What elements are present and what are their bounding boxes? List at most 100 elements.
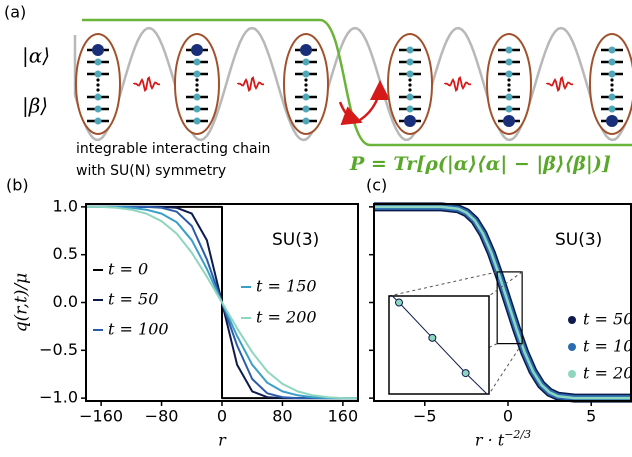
y-tick-label: −1.0 <box>39 388 78 407</box>
x-tick-label: 160 <box>328 407 359 426</box>
legend-label: t = 200 <box>583 364 632 383</box>
legend-label: t = 150 <box>256 277 317 296</box>
ellipsis-dot <box>96 88 100 92</box>
particle <box>406 58 414 66</box>
zoom-box <box>496 271 523 345</box>
arrow <box>359 80 390 122</box>
y-tick-label: 0.0 <box>53 292 78 311</box>
particle <box>94 105 102 113</box>
ellipsis-dot <box>304 83 308 87</box>
particle <box>193 93 201 101</box>
ellipsis-dot <box>610 88 614 92</box>
annotation: SU(3) <box>272 230 319 250</box>
particle <box>505 93 513 101</box>
ellipsis-dot <box>304 88 308 92</box>
legend-label: t = 200 <box>256 308 317 327</box>
particle <box>94 58 102 66</box>
particle <box>608 58 616 66</box>
wavepacket <box>444 76 472 92</box>
legend-label: t = 100 <box>108 320 169 339</box>
x-axis-label: r <box>218 431 227 450</box>
particle <box>193 105 201 113</box>
wavepacket <box>546 76 574 92</box>
chain-label: integrable interacting chain <box>76 141 270 157</box>
legend-label: t = 50 <box>583 310 632 329</box>
ellipsis-dot <box>610 78 614 82</box>
x-tick-label: 80 <box>272 407 292 426</box>
x-tick-label: 5 <box>586 407 596 426</box>
particle <box>505 70 513 78</box>
legend-label: t = 50 <box>108 290 158 309</box>
ellipsis-dot <box>507 78 511 82</box>
particle <box>406 70 414 78</box>
particle <box>92 44 104 56</box>
particle <box>503 115 515 127</box>
particle <box>193 58 201 66</box>
ellipsis-dot <box>408 88 412 92</box>
ellipsis-dot <box>408 78 412 82</box>
zoom-guide <box>388 271 498 297</box>
particle <box>300 44 312 56</box>
y-tick-label: 0.5 <box>53 244 78 263</box>
particle <box>505 105 513 113</box>
arrow <box>338 101 363 126</box>
legend-swatch <box>568 316 576 324</box>
zoom-guide <box>488 271 523 297</box>
legend-swatch <box>568 370 576 378</box>
y-axis-label: q(r,t)/μ <box>12 273 32 332</box>
particle <box>608 93 616 101</box>
particle <box>94 117 102 125</box>
particle <box>302 93 310 101</box>
particle <box>94 93 102 101</box>
state-label: |α⟩ <box>22 44 50 69</box>
ellipsis-dot <box>304 78 308 82</box>
particle <box>406 93 414 101</box>
y-tick-label: 1.0 <box>53 196 78 215</box>
x-axis-label: r · t−2/3 <box>475 428 531 450</box>
state-label: |β⟩ <box>22 94 48 119</box>
legend-swatch <box>568 343 576 351</box>
series-line <box>86 205 358 400</box>
panel-label: (a) <box>4 3 26 22</box>
particle <box>94 70 102 78</box>
particle <box>505 58 513 66</box>
plot-frame <box>85 203 359 402</box>
particle <box>608 105 616 113</box>
x-tick-label: −80 <box>145 407 179 426</box>
inset-point <box>395 298 403 307</box>
ellipsis-dot <box>507 88 511 92</box>
ellipsis-dot <box>507 83 511 87</box>
chain-label: with SU(N) symmetry <box>76 163 226 179</box>
x-tick-label: 0 <box>217 407 227 426</box>
inset <box>391 296 488 394</box>
ellipsis-dot <box>195 78 199 82</box>
x-tick-label: −5 <box>413 407 437 426</box>
zoom-guide <box>488 343 523 395</box>
particle <box>608 46 616 54</box>
particle <box>302 105 310 113</box>
x-tick-label: 0 <box>503 407 513 426</box>
inset-point <box>461 369 470 378</box>
ellipsis-dot <box>195 83 199 87</box>
legend-label: t = 100 <box>583 337 632 356</box>
particle <box>302 117 310 125</box>
wavepacket <box>237 76 265 92</box>
particle <box>606 115 618 127</box>
ellipsis-dot <box>96 83 100 87</box>
wavepacket <box>133 76 161 92</box>
annotation: SU(3) <box>555 230 602 250</box>
panel-label: (c) <box>366 176 387 195</box>
ellipsis-dot <box>408 83 412 87</box>
ellipsis-dot <box>96 78 100 82</box>
particle <box>406 105 414 113</box>
series-line <box>374 205 632 400</box>
polarization-formula: P = Tr[ρ(|α⟩⟨α| − |β⟩⟨β|)] <box>349 153 611 175</box>
particle <box>404 115 416 127</box>
particle <box>608 70 616 78</box>
particle <box>302 70 310 78</box>
inset-point <box>428 333 437 342</box>
x-tick-label: −160 <box>79 407 123 426</box>
polarization-curve <box>82 18 632 147</box>
legend-label: t = 0 <box>108 260 148 279</box>
